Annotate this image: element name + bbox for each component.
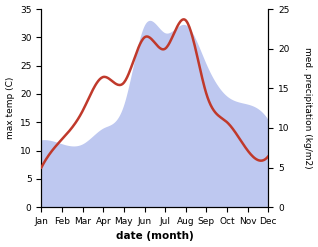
Y-axis label: med. precipitation (kg/m2): med. precipitation (kg/m2) — [303, 47, 313, 169]
X-axis label: date (month): date (month) — [116, 231, 194, 242]
Y-axis label: max temp (C): max temp (C) — [5, 77, 15, 139]
